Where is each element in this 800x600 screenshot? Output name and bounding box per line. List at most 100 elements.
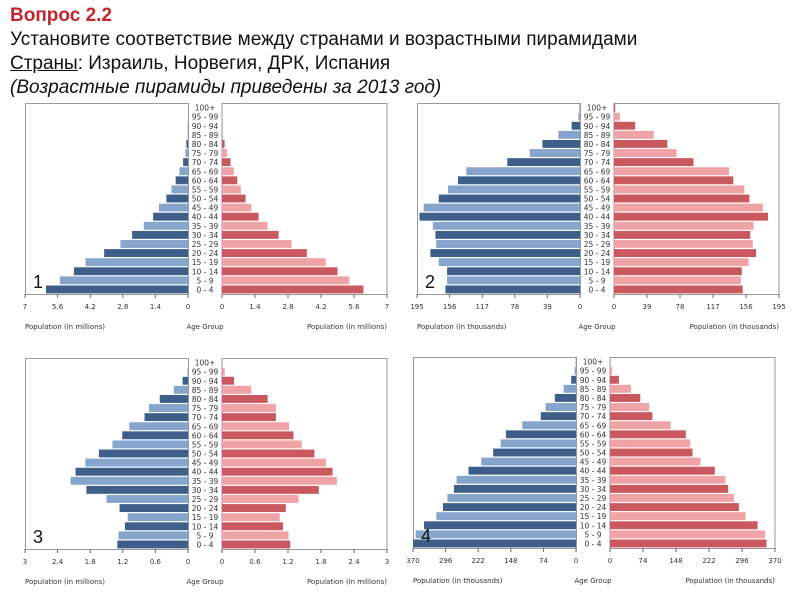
male-bar xyxy=(70,476,188,485)
female-bar xyxy=(614,258,749,267)
age-group-label: 40 - 44 xyxy=(580,467,607,476)
age-group-label: 90 - 94 xyxy=(192,122,219,131)
female-bar xyxy=(614,121,636,130)
age-group-label: 5 - 9 xyxy=(588,276,605,285)
female-bar xyxy=(222,130,223,139)
age-group-label: 90 - 94 xyxy=(192,377,219,386)
female-bar xyxy=(610,494,734,502)
x-tick-label: 3 xyxy=(23,558,27,566)
age-group-label: 55 - 59 xyxy=(192,185,219,194)
x-tick-label: 1.4 xyxy=(150,303,162,311)
age-group-label: 20 - 24 xyxy=(580,503,607,512)
age-group-label: 30 - 34 xyxy=(192,231,219,240)
x-tick-label: 0 xyxy=(186,558,190,566)
male-bar xyxy=(540,412,576,421)
age-group-label: 35 - 39 xyxy=(192,222,219,231)
age-group-label: 75 - 79 xyxy=(192,149,219,158)
male-bar xyxy=(59,276,188,285)
x-tick-label: 296 xyxy=(439,557,453,565)
female-bar xyxy=(614,167,730,176)
age-group-label: 90 - 94 xyxy=(584,122,611,131)
male-bar xyxy=(442,503,576,512)
male-bar xyxy=(571,121,580,130)
age-group-label: 20 - 24 xyxy=(192,249,219,258)
x-axis-label-left: Population (in millions) xyxy=(25,578,105,586)
male-bar xyxy=(522,421,576,430)
countries-label: Страны xyxy=(10,53,78,74)
male-bar xyxy=(571,375,576,384)
female-bar xyxy=(610,375,619,384)
male-bar xyxy=(578,112,580,121)
female-bar xyxy=(222,531,289,540)
x-tick-label: 148 xyxy=(504,557,517,565)
female-bar xyxy=(222,476,337,485)
male-bar xyxy=(432,221,580,230)
male-bar xyxy=(423,203,580,212)
female-bar xyxy=(610,366,613,375)
female-bar xyxy=(222,504,286,513)
age-group-label: 50 - 54 xyxy=(192,195,219,204)
male-bar xyxy=(493,448,576,457)
male-bar xyxy=(118,531,188,540)
male-bar xyxy=(507,158,580,167)
female-bar xyxy=(222,449,315,458)
male-bar xyxy=(466,167,580,176)
age-group-label: 70 - 74 xyxy=(584,158,611,167)
age-group-label: 50 - 54 xyxy=(580,449,607,458)
female-bar xyxy=(610,539,767,548)
female-bar xyxy=(222,413,276,422)
female-bar xyxy=(222,203,252,212)
female-bar xyxy=(222,221,268,230)
female-bar xyxy=(222,185,241,194)
panel-number: 3 xyxy=(33,527,43,547)
age-group-label: 30 - 34 xyxy=(584,231,611,240)
female-bar xyxy=(222,394,268,403)
x-tick-label: 156 xyxy=(739,303,753,311)
age-group-label: 20 - 24 xyxy=(584,249,611,258)
female-bar xyxy=(222,540,291,549)
age-group-label: 85 - 89 xyxy=(580,385,607,394)
male-bar xyxy=(436,240,580,248)
panel-number: 2 xyxy=(425,272,435,292)
female-bar xyxy=(614,185,745,194)
x-tick-label: 74 xyxy=(539,557,548,565)
male-bar xyxy=(86,485,188,494)
female-bar xyxy=(614,112,620,121)
male-bar xyxy=(85,258,188,267)
male-bar xyxy=(45,285,189,294)
left-plot-frame xyxy=(25,358,189,550)
age-group-label: 5 - 9 xyxy=(584,530,601,539)
x-axis-label-left: Population (in millions) xyxy=(25,323,105,331)
x-tick-label: 195 xyxy=(410,303,423,311)
male-bar xyxy=(187,367,188,376)
female-bar xyxy=(614,176,734,185)
female-bar xyxy=(610,430,686,439)
male-bar xyxy=(438,258,580,267)
age-group-label: 55 - 59 xyxy=(192,440,219,449)
x-tick-label: 222 xyxy=(702,557,715,565)
male-bar xyxy=(574,366,576,375)
female-bar xyxy=(610,439,691,448)
female-bar xyxy=(222,139,225,148)
female-bar xyxy=(222,285,364,294)
male-bar xyxy=(158,203,188,212)
age-group-label: 5 - 9 xyxy=(196,531,213,540)
male-bar xyxy=(129,422,188,431)
age-group-label: 95 - 99 xyxy=(584,113,611,122)
x-axis-label-center: Age Group xyxy=(574,577,612,585)
age-group-label: 100+ xyxy=(195,104,216,113)
female-bar xyxy=(222,440,302,449)
age-group-label: 25 - 29 xyxy=(192,240,219,249)
female-bar xyxy=(222,167,234,176)
x-tick-label: 2.8 xyxy=(282,303,293,311)
x-axis-label-right: Population (in thousands) xyxy=(686,577,776,585)
male-bar xyxy=(413,539,576,548)
x-tick-label: 2.8 xyxy=(117,303,128,311)
female-bar xyxy=(614,285,743,294)
female-bar xyxy=(222,276,350,285)
male-bar xyxy=(186,139,188,148)
male-bar xyxy=(173,385,188,394)
